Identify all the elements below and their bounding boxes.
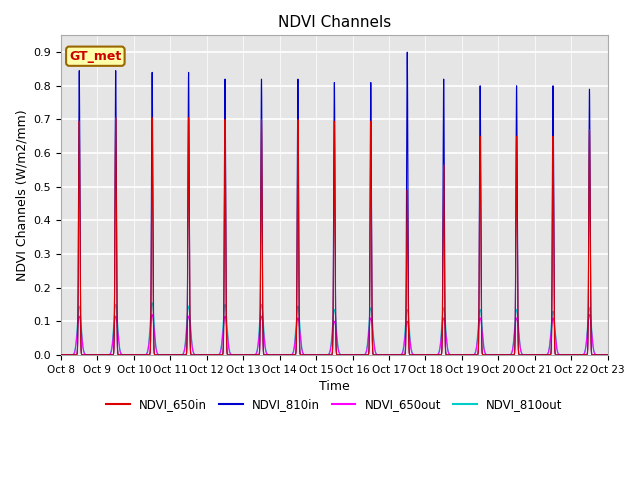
Title: NDVI Channels: NDVI Channels bbox=[278, 15, 391, 30]
NDVI_650in bbox=[603, 352, 611, 358]
NDVI_810out bbox=[532, 352, 540, 358]
Y-axis label: NDVI Channels (W/m2/mm): NDVI Channels (W/m2/mm) bbox=[15, 109, 28, 281]
NDVI_810out bbox=[547, 322, 555, 328]
NDVI_810in bbox=[547, 345, 555, 350]
NDVI_810out bbox=[148, 300, 156, 306]
NDVI_810in bbox=[303, 352, 310, 358]
NDVI_650out bbox=[547, 327, 555, 333]
NDVI_650in bbox=[596, 352, 604, 358]
NDVI_650out bbox=[532, 352, 540, 358]
NDVI_810in bbox=[532, 352, 540, 358]
NDVI_650in bbox=[547, 346, 555, 352]
NDVI_810in bbox=[57, 352, 65, 358]
NDVI_650in bbox=[532, 352, 540, 358]
NDVI_650in bbox=[112, 115, 120, 120]
NDVI_810in bbox=[596, 352, 604, 358]
NDVI_650in bbox=[57, 352, 65, 358]
NDVI_810out bbox=[603, 352, 611, 358]
NDVI_650in bbox=[604, 352, 612, 358]
NDVI_650out bbox=[586, 312, 593, 317]
NDVI_810out bbox=[303, 352, 310, 358]
NDVI_650out bbox=[604, 352, 612, 358]
NDVI_650out bbox=[57, 352, 65, 358]
NDVI_810out bbox=[604, 352, 612, 358]
NDVI_810out bbox=[57, 352, 65, 358]
NDVI_650out bbox=[303, 352, 310, 358]
NDVI_810in bbox=[603, 352, 611, 358]
NDVI_810in bbox=[604, 352, 612, 358]
NDVI_810out bbox=[596, 352, 604, 358]
Text: GT_met: GT_met bbox=[69, 50, 122, 63]
NDVI_650in bbox=[303, 352, 310, 358]
Line: NDVI_650out: NDVI_650out bbox=[61, 314, 608, 355]
NDVI_650out bbox=[603, 352, 611, 358]
NDVI_650out bbox=[596, 352, 604, 358]
NDVI_650out bbox=[406, 338, 413, 344]
Line: NDVI_650in: NDVI_650in bbox=[61, 118, 608, 355]
Line: NDVI_810out: NDVI_810out bbox=[61, 303, 608, 355]
NDVI_650in bbox=[406, 352, 414, 358]
Line: NDVI_810in: NDVI_810in bbox=[61, 52, 608, 355]
X-axis label: Time: Time bbox=[319, 380, 349, 393]
NDVI_810in bbox=[403, 49, 411, 55]
NDVI_810out bbox=[406, 334, 414, 339]
Legend: NDVI_650in, NDVI_810in, NDVI_650out, NDVI_810out: NDVI_650in, NDVI_810in, NDVI_650out, NDV… bbox=[101, 394, 568, 416]
NDVI_810in bbox=[406, 352, 414, 358]
